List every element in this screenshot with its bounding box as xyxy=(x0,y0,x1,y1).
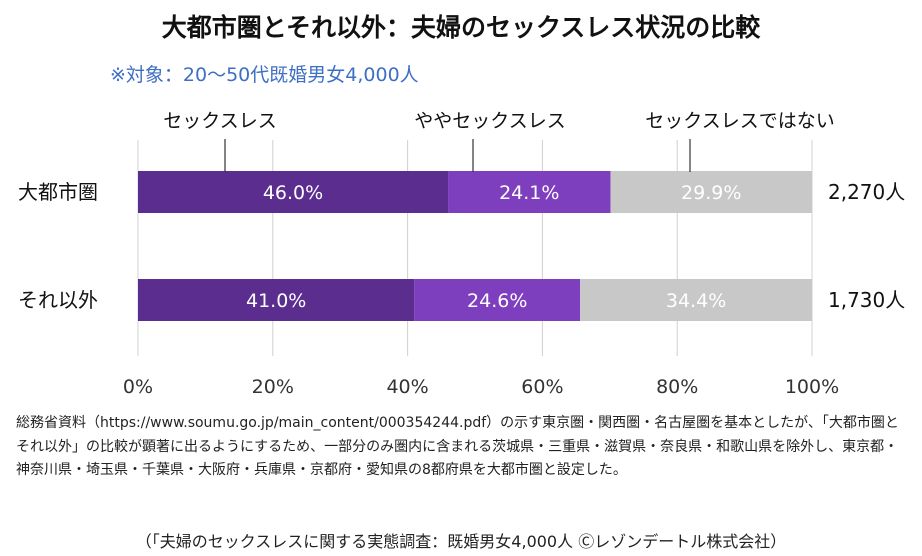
x-tick-label: 60% xyxy=(521,376,563,398)
data-label: 24.1% xyxy=(499,182,559,204)
data-label: 46.0% xyxy=(263,182,323,204)
bar-segment xyxy=(414,279,581,321)
chart-title: 大都市圏とそれ以外：夫婦のセックスレス状況の比較 xyxy=(161,13,761,42)
chart-subtitle: ※対象：20～50代既婚男女4,000人 xyxy=(110,64,419,86)
x-tick-label: 40% xyxy=(386,376,428,398)
x-tick-label: 80% xyxy=(656,376,698,398)
x-tick-label: 0% xyxy=(123,376,153,398)
data-label: 24.6% xyxy=(467,290,527,312)
bar-segment xyxy=(138,171,449,213)
x-tick-label: 20% xyxy=(252,376,294,398)
footnote: 総務省資料（https://www.soumu.go.jp/main_conte… xyxy=(16,415,899,478)
bar-segment xyxy=(580,279,812,321)
data-label: 29.9% xyxy=(681,182,741,204)
stacked-bar-chart: 46.0% 24.1% 29.9% 大都市圏 2,270人 41.0% 24.6% 34.4%… xyxy=(18,110,905,398)
x-tick-label: 100% xyxy=(785,376,839,398)
legend-callout-label: セックスレス xyxy=(163,110,276,132)
total-label: 2,270人 xyxy=(828,180,905,204)
bar-segment xyxy=(610,171,812,213)
total-label: 1,730人 xyxy=(828,288,905,312)
bar-segment xyxy=(138,279,415,321)
data-label: 34.4% xyxy=(666,290,726,312)
source-credit: （「夫婦のセックスレスに関する実態調査：既婚男女4,000人 Ⓒレゾンデートル株… xyxy=(135,532,787,551)
category-label: それ以外 xyxy=(18,288,98,312)
bar-segment xyxy=(448,171,611,213)
category-label: 大都市圏 xyxy=(18,180,98,204)
data-label: 41.0% xyxy=(246,290,306,312)
legend-callout-label: セックスレスではない xyxy=(645,110,834,132)
legend-callout-label: ややセックスレス xyxy=(414,110,565,132)
